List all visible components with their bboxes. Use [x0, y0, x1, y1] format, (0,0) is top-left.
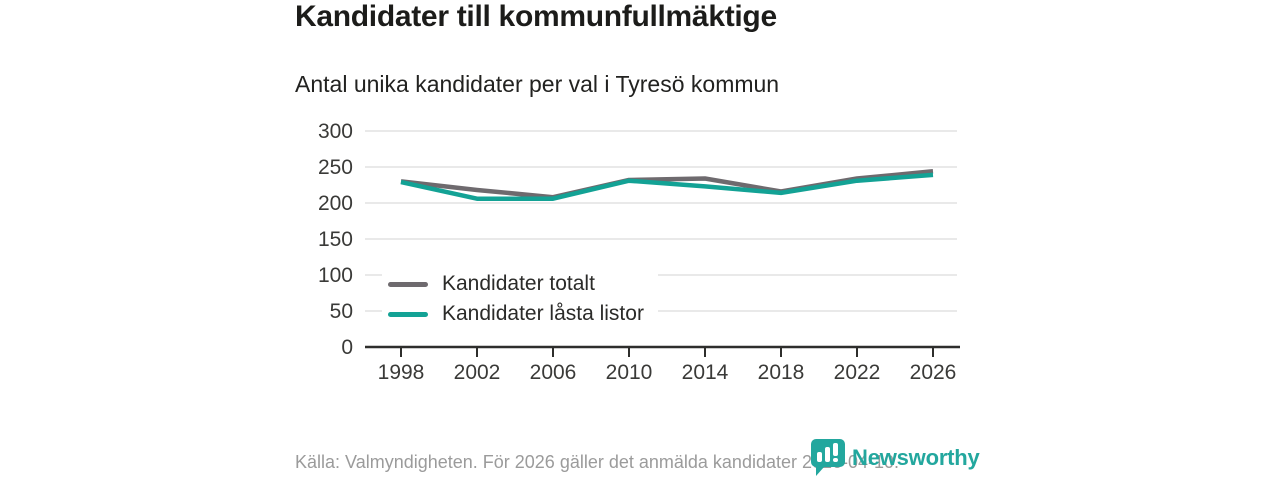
- y-tick-label: 100: [318, 264, 353, 287]
- x-tick-label: 2022: [834, 361, 881, 384]
- x-tick-label: 1998: [378, 361, 425, 384]
- x-tick-label: 2014: [682, 361, 729, 384]
- legend-item-totalt: Kandidater totalt: [388, 269, 644, 299]
- y-tick-label: 50: [330, 300, 353, 323]
- x-tick-label: 2026: [910, 361, 957, 384]
- legend-swatch-gray: [388, 281, 428, 287]
- chart-subtitle: Antal unika kandidater per val i Tyresö …: [295, 71, 780, 97]
- x-tick-label: 2006: [530, 361, 577, 384]
- x-tick-label: 2018: [758, 361, 805, 384]
- source-note: Källa: Valmyndigheten. För 2026 gäller d…: [295, 452, 900, 472]
- y-tick-label: 200: [318, 192, 353, 215]
- series-line-1: [400, 172, 934, 201]
- y-tick-label: 150: [318, 228, 353, 251]
- y-tick-label: 250: [318, 156, 353, 179]
- line-chart-svg: 0 50 100 150 200 250 300 1998 2002 2006 2010 2014 20…: [318, 120, 960, 384]
- newsworthy-logo: Newsworthy: [810, 438, 980, 478]
- legend-swatch-teal: [388, 311, 428, 317]
- legend-label: Kandidater låsta listor: [442, 302, 644, 325]
- chart-title: Kandidater till kommunfullmäktige: [295, 0, 777, 33]
- line-chart: 0 50 100 150 200 250 300 1998 2002 2006 2010 2014 20…: [295, 115, 985, 395]
- chart-legend: Kandidater totalt Kandidater låsta listo…: [382, 265, 658, 335]
- newsworthy-wordmark: Newsworthy: [852, 445, 980, 470]
- y-tick-label: 300: [318, 120, 353, 143]
- y-tick-label: 0: [341, 336, 353, 359]
- legend-label: Kandidater totalt: [442, 272, 595, 295]
- legend-item-lasta-listor: Kandidater låsta listor: [388, 299, 644, 329]
- x-tick-label: 2002: [454, 361, 501, 384]
- x-tick-label: 2010: [606, 361, 653, 384]
- newsworthy-bubble-icon: [811, 439, 845, 476]
